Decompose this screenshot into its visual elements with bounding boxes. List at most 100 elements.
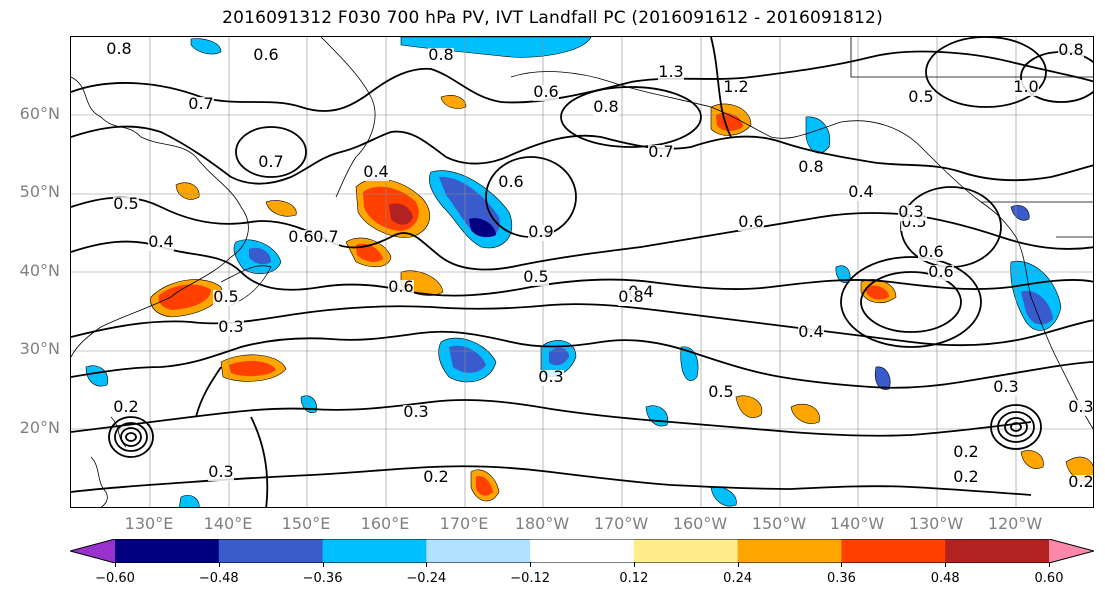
- contour-label-bg: [953, 470, 979, 486]
- lon-label-140w: 140°W: [829, 514, 885, 533]
- contour-label: 0.2: [113, 397, 138, 416]
- contour-label-bg: [213, 290, 239, 306]
- contour-label: 0.8: [593, 97, 618, 116]
- colorbar-tick-label: −0.24: [406, 571, 447, 586]
- colorbar-tick-mark: [1049, 562, 1050, 567]
- lon-label-120w: 120°W: [987, 514, 1043, 533]
- colorbar-segment: [841, 539, 946, 563]
- graticule: [71, 37, 1093, 507]
- contour-label-bg: [798, 325, 824, 341]
- lat-label-60n: 60°N: [19, 104, 60, 123]
- lat-label-50n: 50°N: [19, 182, 60, 201]
- contour-label: 0.7: [188, 94, 213, 113]
- lat-label-20n: 20°N: [19, 418, 60, 437]
- colorbar-tick-mark: [218, 562, 220, 567]
- contour-label: 0.8: [798, 157, 823, 176]
- contour-label-bg: [498, 175, 524, 191]
- contour-labels: 0.8 0.6 0.8 0.6 0.8 1.3 1.2 0.5 1.0 0.7 0.7 0.7 0.4 0…: [106, 39, 1093, 491]
- contour-label-bg: [898, 205, 924, 221]
- lon-label-140e: 140°E: [203, 514, 253, 533]
- colorbar-segment: [633, 539, 739, 563]
- colorbar-segment: [115, 539, 220, 563]
- lat-label-40n: 40°N: [19, 261, 60, 280]
- colorbar-tick-mark: [633, 562, 635, 567]
- contour-label: 0.6: [388, 277, 413, 296]
- contour-label-bg: [953, 445, 979, 461]
- map-panel: 0.8 0.6 0.8 0.6 0.8 1.3 1.2 0.5 1.0 0.7 0.7 0.7 0.4 0…: [70, 36, 1094, 508]
- pv-anomaly-fills: [85, 37, 1093, 507]
- colorbar-tick-mark: [737, 562, 739, 567]
- contour-label: 0.5: [908, 87, 933, 106]
- colorbar-tick-label: −0.48: [198, 571, 239, 586]
- contour-label-bg: [388, 280, 414, 296]
- contour-label-bg: [848, 185, 874, 201]
- contour-label: 0.3: [993, 377, 1018, 396]
- contour-label-bg: [1013, 80, 1039, 96]
- contour-label: 0.7: [648, 142, 673, 161]
- contour-label-bg: [908, 90, 934, 106]
- contour-label: 0.4: [148, 232, 173, 251]
- contour-label: 0.8: [106, 39, 131, 58]
- contour-label: 0.3: [538, 367, 563, 386]
- colorbar-tick-mark: [115, 562, 116, 567]
- colorbar-extend-low: [70, 539, 115, 563]
- colorbar-tick-mark: [322, 562, 324, 567]
- contour-label-bg: [1068, 400, 1093, 416]
- colorbar-segment: [322, 539, 427, 563]
- contour-label-bg: [658, 65, 684, 81]
- contour-label: 0.6: [533, 82, 558, 101]
- colorbar-tick-label: −0.12: [510, 571, 551, 586]
- lon-label-150w: 150°W: [751, 514, 807, 533]
- colorbar-tick-mark: [426, 562, 428, 567]
- contour-label: 0.3: [1068, 397, 1093, 416]
- contour-label-bg: [533, 85, 559, 101]
- colorbar-tick-label: 0.48: [930, 571, 960, 586]
- contour-label: 0.8: [1058, 40, 1083, 59]
- contour-label-bg: [106, 42, 132, 58]
- contour-label-bg: [593, 100, 619, 116]
- contour-label: 0.6: [738, 212, 763, 231]
- lon-label-160e: 160°E: [360, 514, 410, 533]
- colorbar-extend-high: [1049, 539, 1094, 563]
- contour-label-bg: [523, 270, 549, 286]
- colorbar-segment: [426, 539, 531, 563]
- contour-label: 0.5: [213, 287, 238, 306]
- contour-label: 1.0: [1013, 77, 1038, 96]
- lon-label-180w: 180°W: [514, 514, 570, 533]
- contour-label-bg: [798, 160, 824, 176]
- contour-label: 0.7: [258, 152, 283, 171]
- contour-label-bg: [1068, 475, 1093, 491]
- map-canvas: 0.8 0.6 0.8 0.6 0.8 1.3 1.2 0.5 1.0 0.7 0.7 0.7 0.4 0…: [71, 37, 1093, 507]
- colorbar: [70, 539, 1094, 563]
- contour-label: 0.6: [288, 227, 313, 246]
- contour-label: 0.8: [428, 45, 453, 64]
- colorbar-tick-label: 0.60: [1034, 571, 1064, 586]
- contour-label: 0.6: [928, 262, 953, 281]
- contour-label: 0.3: [218, 317, 243, 336]
- contour-label-bg: [188, 97, 214, 113]
- colorbar-tick-label: −0.36: [302, 571, 343, 586]
- contour-label: 0.2: [1068, 472, 1093, 491]
- lon-label-130e: 130°E: [124, 514, 174, 533]
- contour-label: 0.5: [523, 267, 548, 286]
- colorbar-segment: [945, 539, 1050, 563]
- lon-label-170w: 170°W: [593, 514, 649, 533]
- contour-label-bg: [208, 465, 234, 481]
- contour-label-bg: [313, 230, 339, 246]
- contour-label: 1.2: [723, 77, 748, 96]
- lat-label-30n: 30°N: [19, 339, 60, 358]
- colorbar-tick-mark: [945, 562, 947, 567]
- contour-label-bg: [113, 197, 139, 213]
- map-title: 2016091312 F030 700 hPa PV, IVT Landfall…: [222, 8, 883, 28]
- contour-label-bg: [253, 48, 279, 64]
- contour-label: 0.5: [708, 382, 733, 401]
- contour-label-bg: [113, 400, 139, 416]
- contour-label-bg: [993, 380, 1019, 396]
- colorbar-segment: [530, 539, 635, 563]
- contour-label: 0.6: [918, 242, 943, 261]
- contour-label-bg: [538, 370, 564, 386]
- contour-label-bg: [148, 235, 174, 251]
- pv-contours: [71, 37, 1093, 507]
- contour-label: 1.3: [658, 62, 683, 81]
- colorbar-tick-label: 0.24: [723, 571, 753, 586]
